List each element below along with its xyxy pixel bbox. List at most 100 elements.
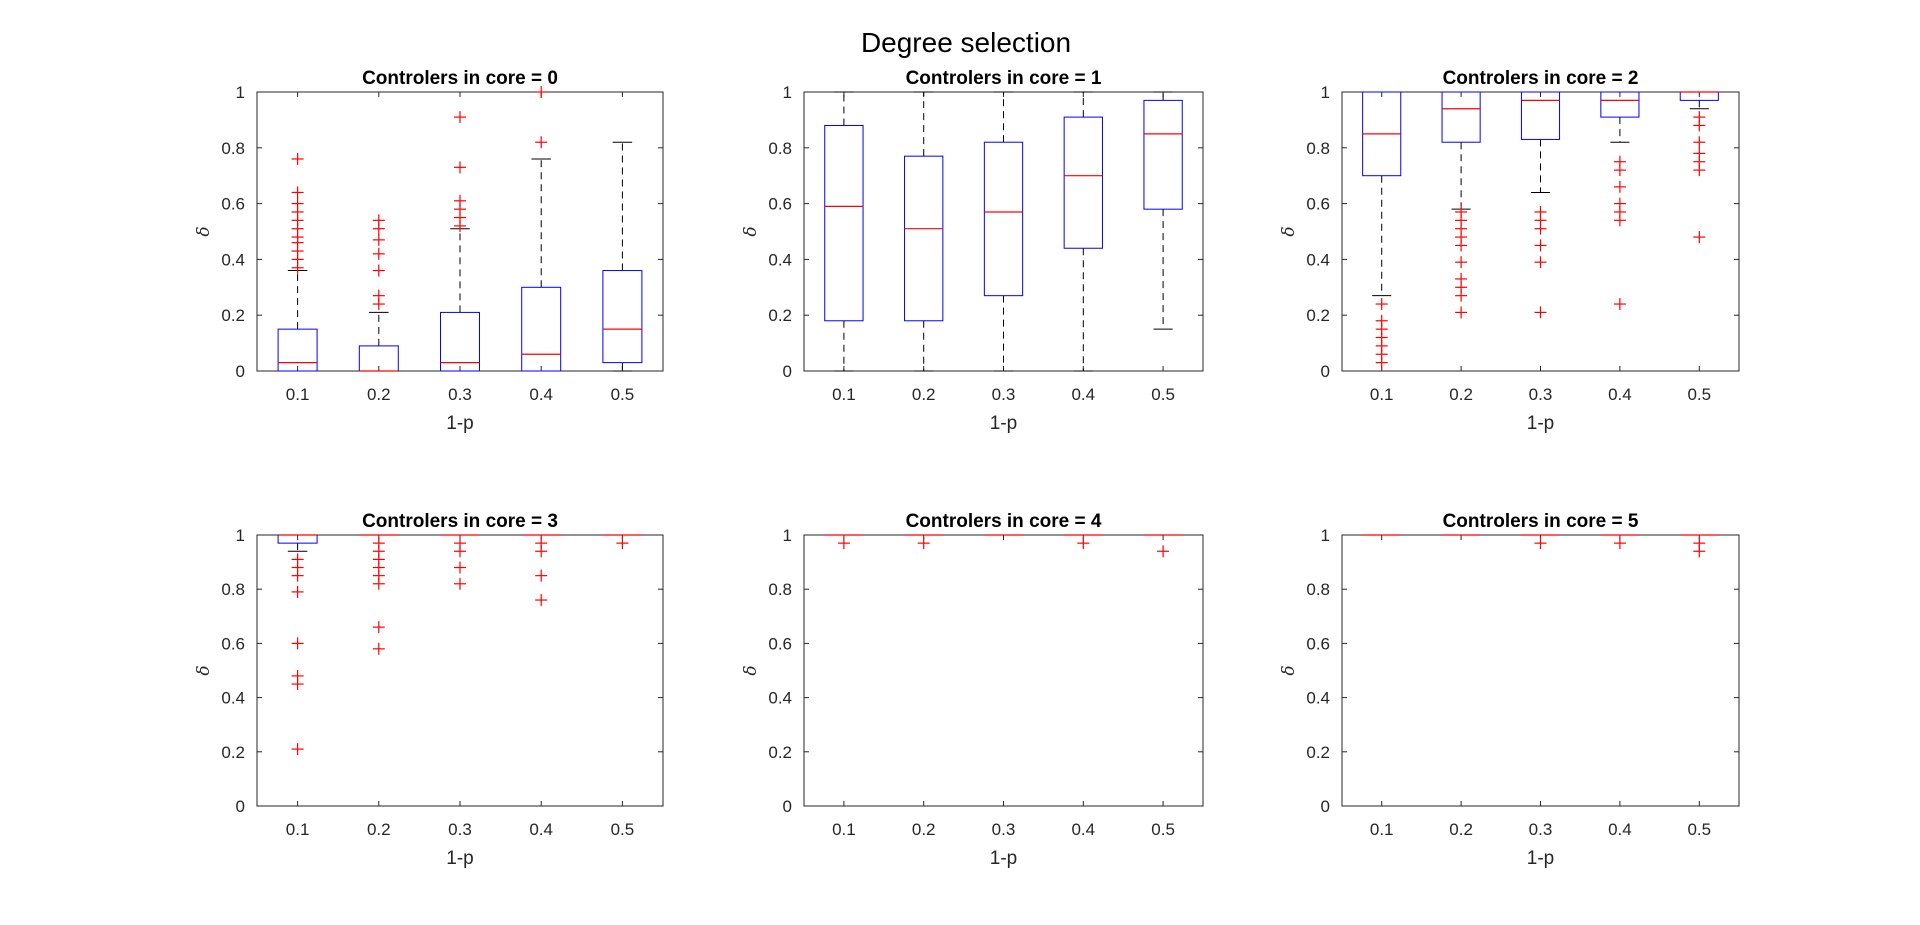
y-tick-label: 0.2 <box>768 306 792 325</box>
box-0.4 <box>521 534 562 607</box>
y-tick-label: 1 <box>1321 83 1330 102</box>
axes-frame <box>1341 534 1740 807</box>
subplot-title: Controlers in core = 4 <box>906 511 1102 532</box>
iqr-box <box>1600 91 1640 118</box>
x-tick-label: 0.1 <box>286 385 310 404</box>
x-tick-label: 0.5 <box>611 385 635 404</box>
x-tick-label: 0.5 <box>1151 820 1175 839</box>
iqr-box <box>1143 99 1183 210</box>
y-tick-label: 0.8 <box>768 139 792 158</box>
y-tick-label: 0.4 <box>768 250 792 269</box>
x-tick-label: 0.4 <box>1071 820 1095 839</box>
outlier-marker <box>535 569 548 582</box>
box-0.1 <box>824 91 864 372</box>
x-tick-label: 0.2 <box>912 385 936 404</box>
y-tick-label: 0.8 <box>1306 580 1330 599</box>
iqr-box <box>521 286 562 372</box>
x-tick-label: 0.5 <box>1687 820 1711 839</box>
y-tick-label: 0 <box>236 797 245 816</box>
outlier-marker <box>372 214 385 227</box>
iqr-box <box>440 311 480 372</box>
y-tick-label: 0.2 <box>1306 743 1330 762</box>
outlier-marker <box>291 637 304 650</box>
x-tick-label: 0.1 <box>832 820 856 839</box>
outlier-marker <box>1613 180 1626 193</box>
y-axis-label: δ <box>194 665 214 675</box>
box-0.4 <box>1063 534 1103 550</box>
box-0.5 <box>1679 534 1719 558</box>
y-tick-label: 0.4 <box>221 250 245 269</box>
outlier-marker <box>1534 205 1547 218</box>
y-tick-label: 0.8 <box>221 139 245 158</box>
box-0.1 <box>824 534 864 550</box>
axes-frame <box>256 534 664 807</box>
subplot-6: Controlers in core = 5 0 0.2 0.4 0.6 0.8 1 0.1 0… <box>1279 511 1740 869</box>
x-tick-label: 0.1 <box>1370 820 1394 839</box>
figure-title: Degree selection <box>861 27 1071 58</box>
outlier-marker <box>291 152 304 165</box>
subplot-title: Controlers in core = 5 <box>1443 511 1639 532</box>
outlier-marker <box>1455 272 1468 285</box>
box-0.3 <box>440 534 480 590</box>
outlier-marker <box>535 86 548 98</box>
y-tick-label: 0.6 <box>768 195 792 214</box>
box-0.1 <box>277 534 318 756</box>
outlier-marker <box>1375 314 1388 327</box>
outlier-marker <box>535 594 548 607</box>
iqr-box <box>1441 91 1481 143</box>
box-0.4 <box>1600 534 1640 550</box>
y-tick-label: 0 <box>1321 362 1330 381</box>
outlier-marker <box>1613 537 1626 550</box>
axes-frame <box>803 534 1204 807</box>
box-0.5 <box>1679 91 1719 244</box>
y-tick-label: 0.4 <box>768 689 792 708</box>
y-tick-label: 0 <box>236 362 245 381</box>
y-tick-label: 0.8 <box>768 580 792 599</box>
box-0.2 <box>904 91 944 372</box>
y-tick-label: 1 <box>236 526 245 545</box>
box-0.3 <box>440 111 480 372</box>
outlier-marker <box>454 161 466 174</box>
x-axis-label: 1-p <box>1527 413 1554 434</box>
y-tick-label: 0.8 <box>1306 139 1330 158</box>
y-axis-label: δ <box>1279 226 1299 236</box>
outlier-marker <box>1613 155 1626 168</box>
x-tick-label: 0.2 <box>912 820 936 839</box>
y-tick-label: 0.2 <box>1306 306 1330 325</box>
y-axis-label: δ <box>1279 665 1299 675</box>
outlier-marker <box>372 289 385 302</box>
x-tick-label: 0.2 <box>367 385 391 404</box>
y-tick-label: 0.8 <box>221 580 245 599</box>
x-tick-label: 0.4 <box>1608 820 1632 839</box>
outlier-marker <box>454 561 466 574</box>
outlier-marker <box>535 136 548 149</box>
subplot-title: Controlers in core = 0 <box>362 68 558 89</box>
box-0.5 <box>602 141 643 372</box>
subplot-2: Controlers in core = 1 0 0.2 0.4 0.6 0.8 1 0.1 0… <box>741 68 1204 434</box>
outlier-marker <box>1455 205 1468 218</box>
outlier-marker <box>372 264 385 277</box>
x-tick-label: 0.1 <box>1370 385 1394 404</box>
box-0.2 <box>904 534 944 550</box>
y-tick-label: 0.2 <box>768 743 792 762</box>
box-0.2 <box>1441 91 1481 319</box>
x-axis-label: 1-p <box>990 848 1017 869</box>
outlier-marker <box>837 537 850 550</box>
outlier-marker <box>291 585 304 598</box>
outlier-marker <box>372 537 385 550</box>
box-0.3 <box>983 91 1024 372</box>
y-tick-label: 0 <box>783 362 792 381</box>
box-0.3 <box>1520 534 1561 550</box>
y-tick-label: 1 <box>236 83 245 102</box>
x-tick-label: 0.1 <box>832 385 856 404</box>
outlier-marker <box>1077 537 1090 550</box>
outlier-marker <box>291 553 304 566</box>
outlier-marker <box>454 577 466 590</box>
x-tick-label: 0.2 <box>367 820 391 839</box>
x-tick-label: 0.5 <box>1151 385 1175 404</box>
y-tick-label: 0.4 <box>1306 250 1330 269</box>
y-tick-label: 1 <box>783 526 792 545</box>
outlier-marker <box>1534 239 1547 252</box>
outlier-marker <box>1375 298 1388 311</box>
